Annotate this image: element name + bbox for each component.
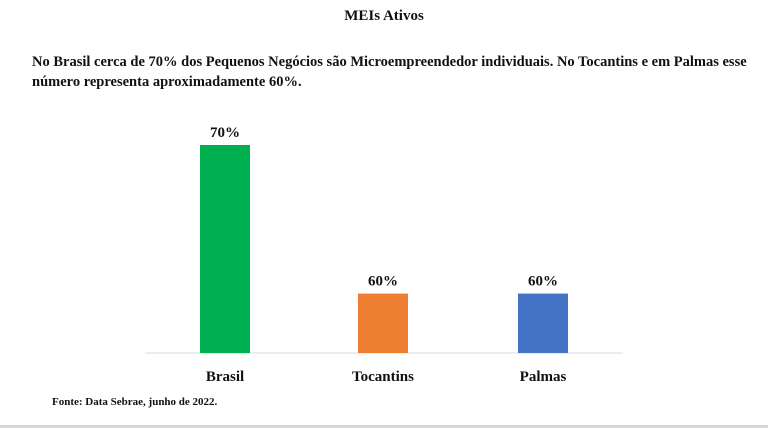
intro-text: No Brasil cerca de 70% dos Pequenos Negó… (32, 54, 747, 90)
page-title: MEIs Ativos (344, 8, 424, 24)
bar-brasil (200, 145, 250, 353)
data-label-palmas: 60% (528, 274, 558, 290)
category-label-palmas: Palmas (520, 369, 567, 385)
data-label-brasil: 70% (210, 125, 240, 141)
category-label-brasil: Brasil (206, 369, 244, 385)
category-label-tocantins: Tocantins (352, 369, 414, 385)
source-note: Fonte: Data Sebrae, junho de 2022. (52, 396, 218, 408)
bar-tocantins (358, 293, 408, 353)
bottom-divider (0, 425, 768, 428)
bar-palmas (518, 293, 568, 353)
data-label-tocantins: 60% (368, 274, 398, 290)
